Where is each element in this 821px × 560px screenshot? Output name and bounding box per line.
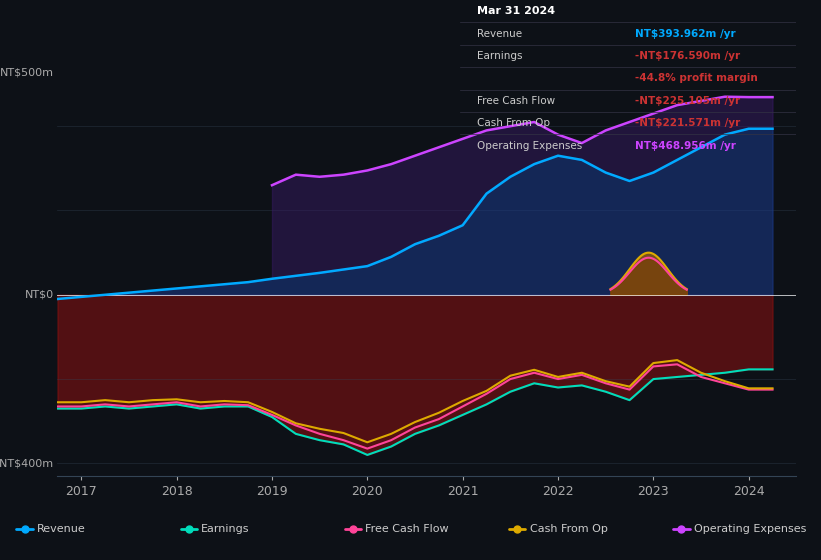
Text: -NT$225.105m /yr: -NT$225.105m /yr <box>635 96 740 106</box>
Text: NT$500m: NT$500m <box>0 67 54 77</box>
Text: Cash From Op: Cash From Op <box>530 524 608 534</box>
Text: NT$0: NT$0 <box>25 290 54 300</box>
Text: -NT$176.590m /yr: -NT$176.590m /yr <box>635 51 740 61</box>
Text: Earnings: Earnings <box>477 51 522 61</box>
Text: Free Cash Flow: Free Cash Flow <box>365 524 449 534</box>
Text: Earnings: Earnings <box>201 524 250 534</box>
Text: Mar 31 2024: Mar 31 2024 <box>477 6 555 16</box>
Text: -44.8% profit margin: -44.8% profit margin <box>635 73 758 83</box>
Text: -NT$400m: -NT$400m <box>0 458 54 468</box>
Text: Operating Expenses: Operating Expenses <box>477 141 582 151</box>
Text: Free Cash Flow: Free Cash Flow <box>477 96 555 106</box>
Text: NT$393.962m /yr: NT$393.962m /yr <box>635 29 736 39</box>
Text: Revenue: Revenue <box>477 29 521 39</box>
Text: Cash From Op: Cash From Op <box>477 118 549 128</box>
Text: Revenue: Revenue <box>37 524 85 534</box>
Text: -NT$221.571m /yr: -NT$221.571m /yr <box>635 118 740 128</box>
Text: NT$468.956m /yr: NT$468.956m /yr <box>635 141 736 151</box>
Text: Operating Expenses: Operating Expenses <box>694 524 806 534</box>
